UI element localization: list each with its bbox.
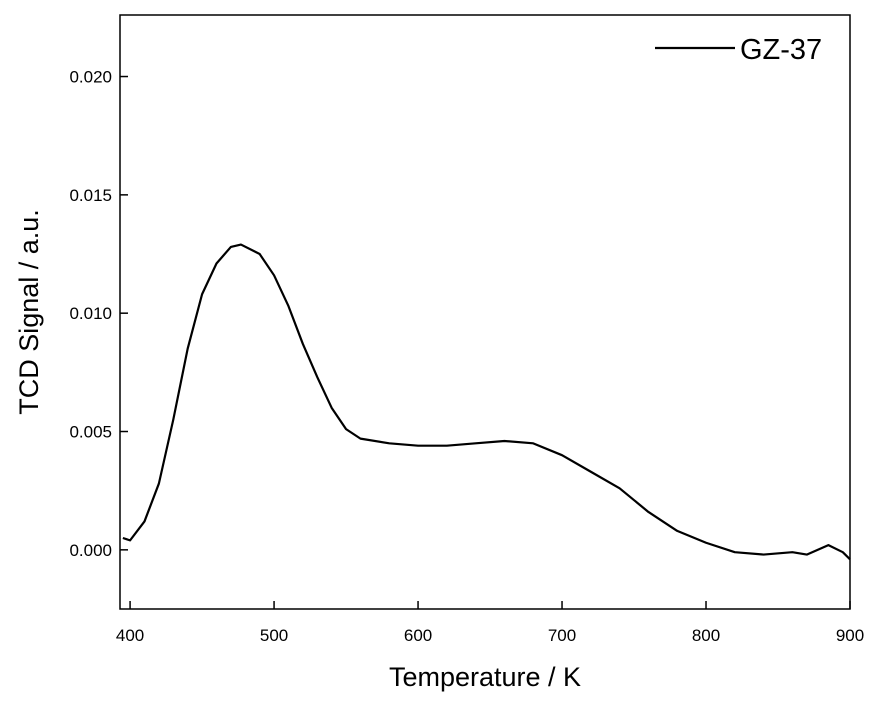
y-tick-label: 0.005 xyxy=(69,423,112,442)
x-axis-title: Temperature / K xyxy=(389,662,581,692)
legend-label: GZ-37 xyxy=(740,34,822,66)
x-tick-label: 400 xyxy=(116,626,144,645)
x-tick-label: 600 xyxy=(404,626,432,645)
plot-frame xyxy=(119,14,851,610)
y-tick-label: 0.010 xyxy=(69,304,112,323)
y-tick-label: 0.015 xyxy=(69,186,112,205)
y-axis-title: TCD Signal / a.u. xyxy=(14,209,44,415)
x-tick-label: 800 xyxy=(692,626,720,645)
x-tick-label: 700 xyxy=(548,626,576,645)
x-tick-label: 500 xyxy=(260,626,288,645)
y-tick-label: 0.020 xyxy=(69,68,112,87)
y-tick-label: 0.000 xyxy=(69,541,112,560)
x-tick-label: 900 xyxy=(836,626,864,645)
data-line xyxy=(122,243,851,561)
